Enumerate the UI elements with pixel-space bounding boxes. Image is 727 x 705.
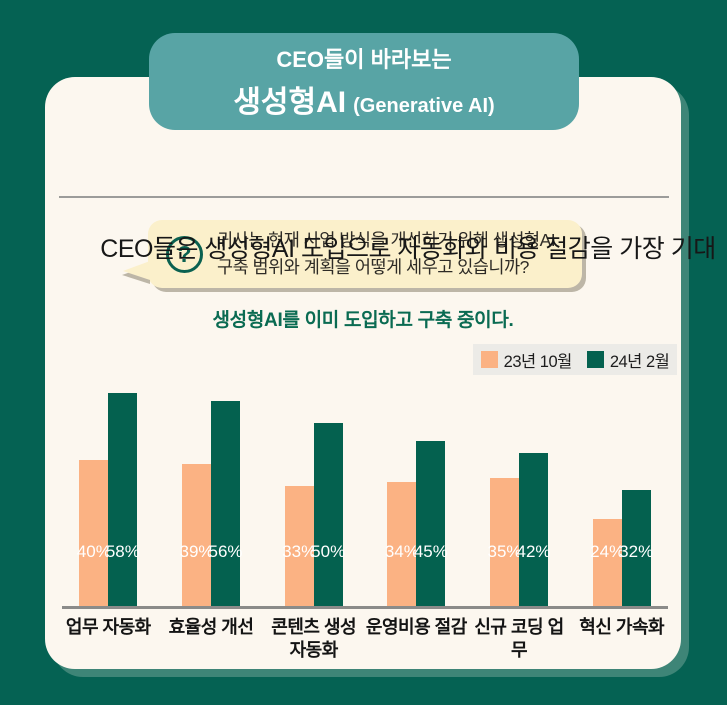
bar: 35%: [487, 478, 522, 608]
legend-item: 23년 10월: [480, 348, 573, 372]
bar-value-label: 24%: [590, 542, 625, 561]
bar-value-label: 45%: [413, 542, 448, 561]
bar-group: 33% 50%: [262, 423, 365, 608]
badge-title-sub: (Generative AI): [353, 95, 495, 117]
badge-title: 생성형AI: [233, 86, 347, 119]
headline-divider: [59, 196, 669, 198]
bar: 34%: [384, 482, 419, 608]
bar: 39%: [179, 464, 214, 608]
title-badge: CEO들이 바라보는 생성형AI (Generative AI): [149, 33, 579, 130]
bar-value-label: 39%: [179, 542, 214, 561]
category-labels: 업무 자동화 효율성 개선 콘텐츠 생성 자동화 운영비용 절감 신규 코딩 업무 혁신 …: [57, 616, 673, 662]
legend-label: 23년 10월: [503, 352, 573, 371]
question-text: 귀사는 현재 사업 방식을 개선하기 위해 생성형AI 구축 범위와 계획을 어…: [217, 227, 556, 281]
question-text-line-2: 구축 범위와 계획을 어떻게 세우고 있습니까?: [217, 257, 529, 277]
legend-item: 24년 2월: [586, 348, 670, 372]
category-label: 운영비용 절감: [365, 617, 467, 637]
headline: CEO들은 생성형AI 도입으로 자동화와 비용 절감을 가장 기대: [100, 235, 716, 263]
category-label: 콘텐츠 생성 자동화: [271, 617, 357, 660]
bar-value-label: 33%: [282, 542, 317, 561]
bar: 32%: [619, 490, 654, 608]
bar-group: 24% 32%: [570, 490, 673, 608]
bar-group: 39% 56%: [160, 401, 263, 608]
bar-value-label: 58%: [105, 542, 140, 561]
bar: 50%: [311, 423, 346, 608]
badge-line-2: 생성형AI (Generative AI): [233, 77, 494, 121]
bar-value-label: 35%: [487, 542, 522, 561]
legend-swatch-icon: [586, 351, 604, 368]
bar: 42%: [516, 453, 551, 608]
answer-subtitle: 생성형AI를 이미 도입하고 구축 중이다.: [212, 310, 514, 331]
bar-group: 35% 42%: [468, 453, 571, 608]
category-label: 업무 자동화: [65, 617, 151, 637]
bar-value-label: 34%: [384, 542, 419, 561]
chart-legend: 23년 10월 24년 2월: [473, 344, 677, 375]
question-mark-icon: ?: [166, 235, 203, 273]
bar: 45%: [413, 441, 448, 608]
bar-value-label: 40%: [76, 542, 111, 561]
bar-group: 34% 45%: [365, 441, 468, 608]
bar-value-label: 56%: [208, 542, 243, 561]
bar: 33%: [282, 486, 317, 608]
question-text-line-1: 귀사는 현재 사업 방식을 개선하기 위해 생성형AI: [217, 230, 556, 250]
category-label: 혁신 가속화: [579, 617, 665, 637]
bar: 56%: [208, 401, 243, 608]
question-bubble: ? 귀사는 현재 사업 방식을 개선하기 위해 생성형AI 구축 범위와 계획을…: [122, 220, 582, 288]
bubble-tail: [123, 261, 150, 280]
legend-swatch-icon: [480, 351, 498, 368]
category-label: 신규 코딩 업무: [474, 617, 564, 660]
category-label: 효율성 개선: [168, 617, 254, 637]
bar-value-label: 50%: [311, 542, 346, 561]
bar: 58%: [105, 393, 140, 608]
bar: 24%: [590, 519, 625, 608]
legend-label: 24년 2월: [609, 352, 670, 371]
bar-groups: 40% 58% 39% 56% 33% 50% 34% 45% 35% 42% 24% 32%: [57, 378, 673, 608]
bar: 40%: [76, 460, 111, 608]
bar-group: 40% 58%: [57, 393, 160, 608]
bar-value-label: 32%: [619, 542, 654, 561]
badge-line-1: CEO들이 바라보는: [276, 47, 452, 72]
content-card: CEO들은 생성형AI 도입으로 자동화와 비용 절감을 가장 기대 ? 귀사는…: [45, 77, 716, 669]
axis-line: [62, 606, 668, 609]
bar-value-label: 42%: [516, 542, 551, 561]
